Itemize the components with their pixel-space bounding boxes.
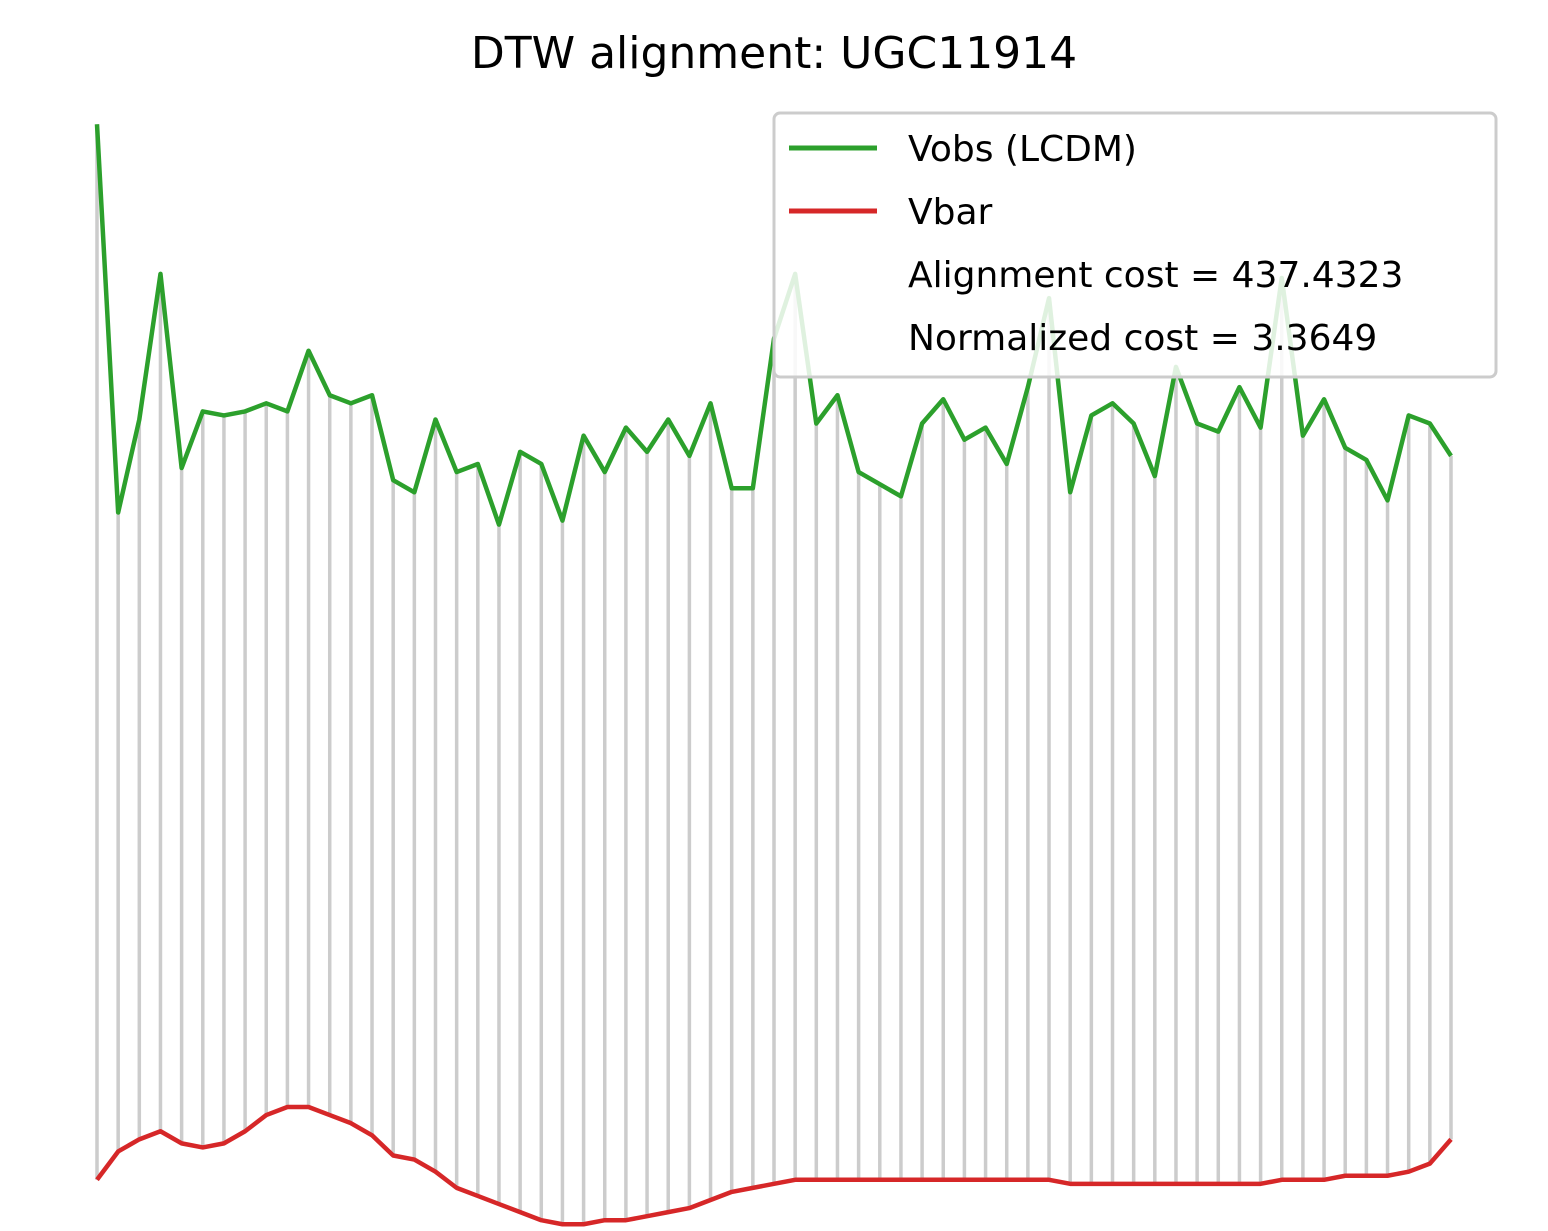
chart-title: DTW alignment: UGC11914 (471, 28, 1077, 79)
legend-label-vbar: Vbar (908, 192, 993, 233)
legend-normalized-cost: Normalized cost = 3.3649 (908, 318, 1377, 359)
alignment-lines (95, 124, 1453, 1225)
legend: Vobs (LCDM) Vbar Alignment cost = 437.43… (772, 111, 1498, 379)
legend-box (772, 111, 1498, 379)
series-line-vbar (95, 1104, 1453, 1227)
legend-label-vobs: Vobs (LCDM) (908, 129, 1137, 170)
legend-alignment-cost: Alignment cost = 437.4323 (908, 255, 1403, 296)
